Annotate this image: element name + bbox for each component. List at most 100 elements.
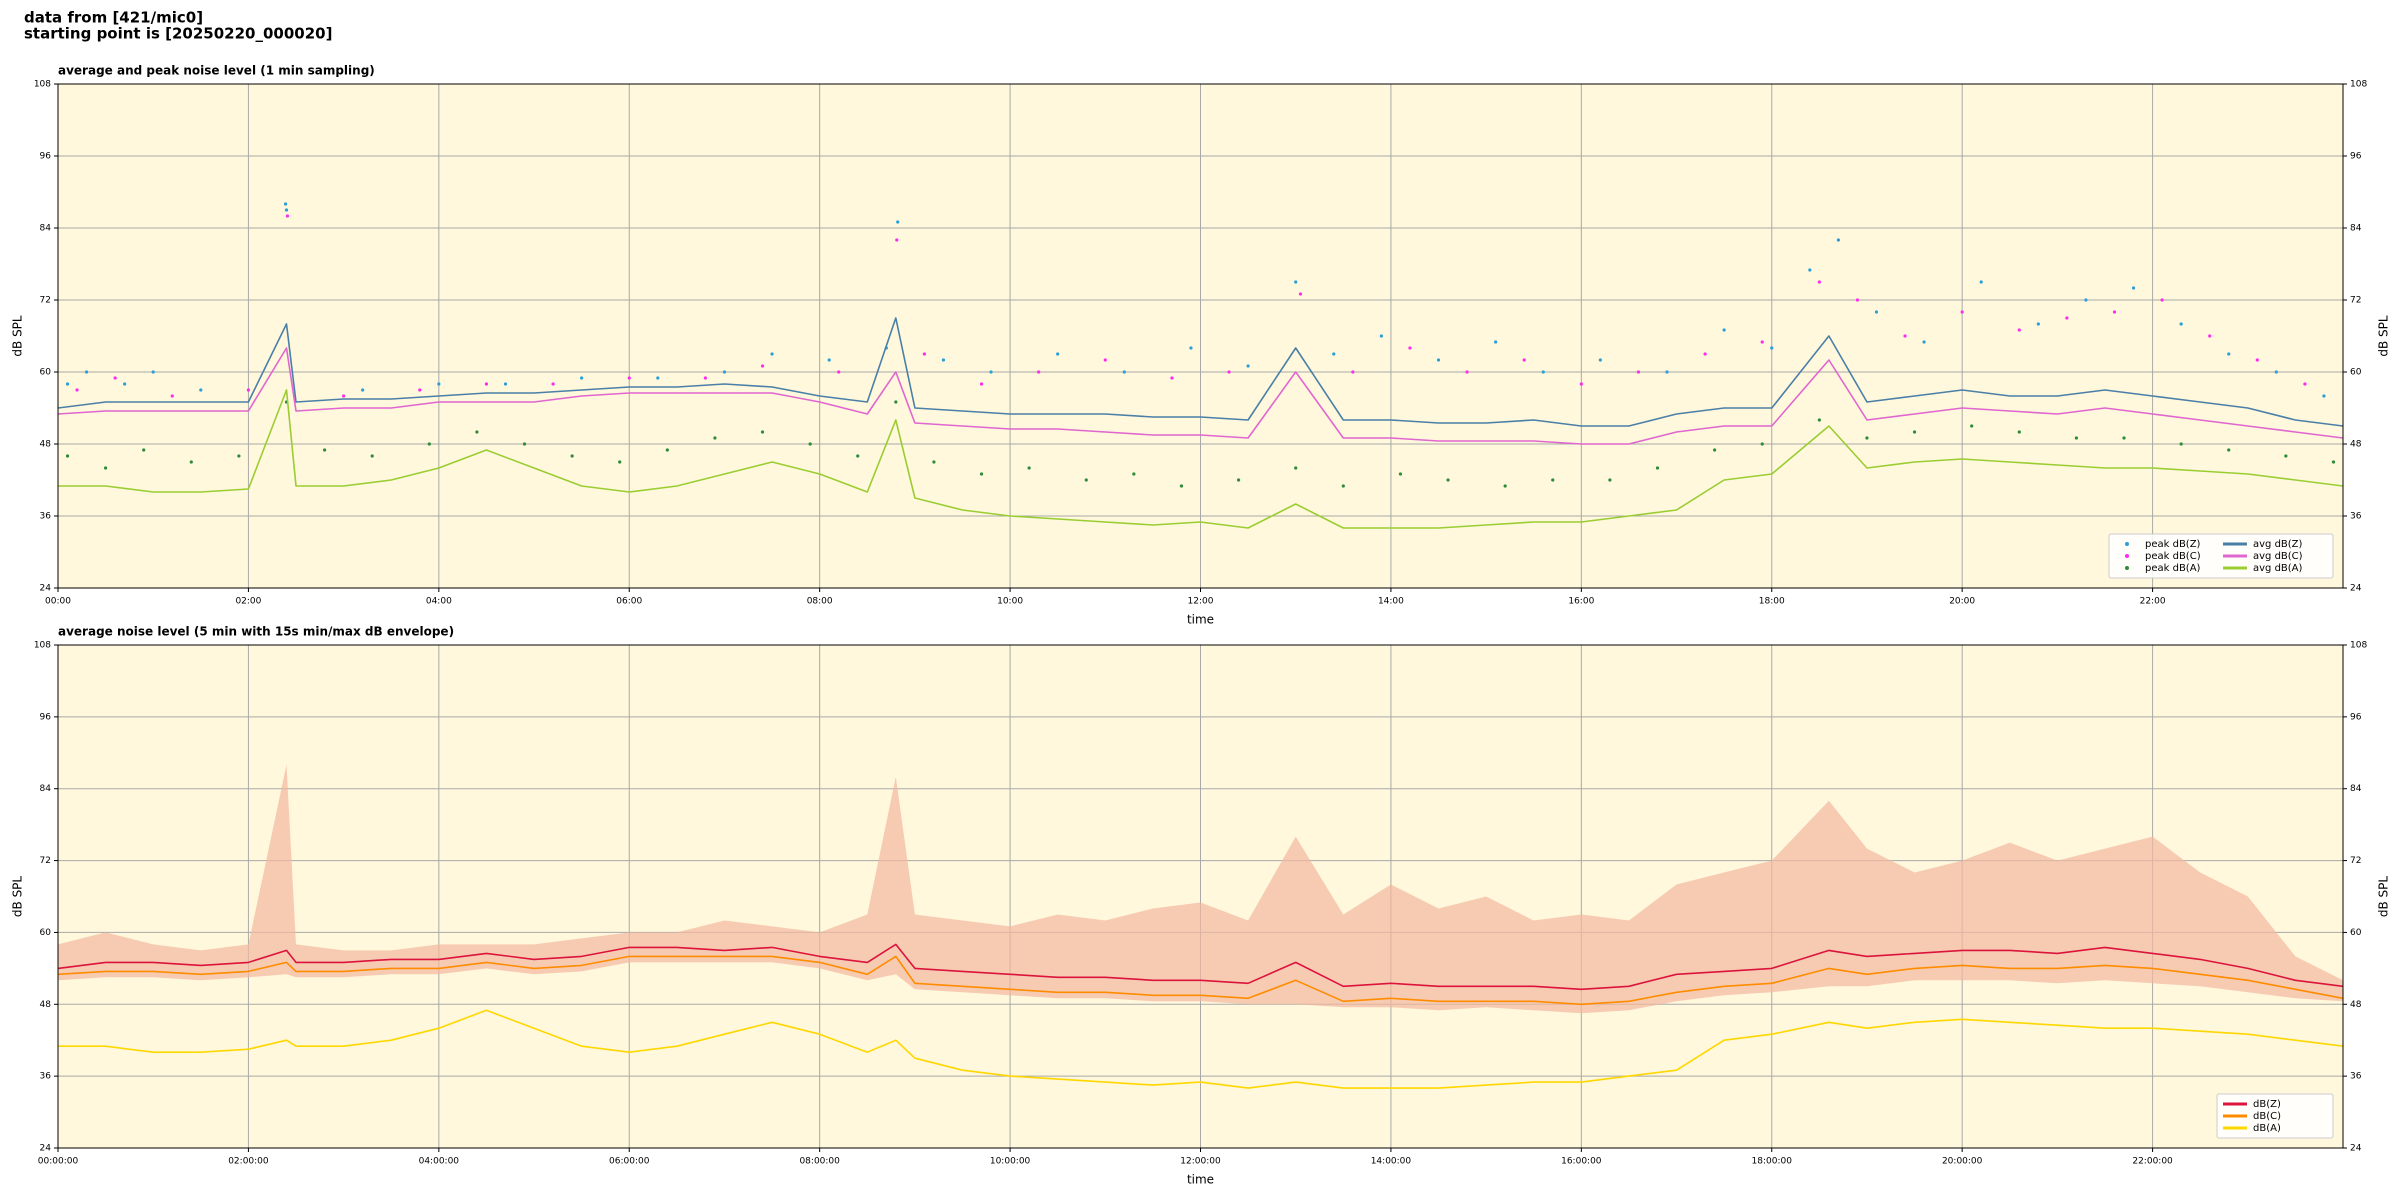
peak-point [1227,370,1231,374]
y-axis-label: dB SPL [11,876,25,918]
series-line [58,317,2343,427]
peak-point [2322,394,2326,398]
y2-tick-label: 108 [2350,641,2367,651]
y-tick-label: 72 [40,296,51,306]
peak-point [894,400,898,404]
y-tick-label: 96 [40,152,52,162]
peak-point [1446,478,1450,482]
y2-tick-label: 48 [2350,440,2362,450]
peak-point [113,376,117,380]
x-tick-label: 20:00 [1949,597,1975,607]
x-tick-label: 14:00 [1378,597,1404,607]
y2-tick-label: 24 [2350,1144,2362,1154]
peak-point [151,370,155,374]
peak-point [484,382,489,386]
legend: peak dB(Z)peak dB(C)peak dB(A)avg dB(Z)a… [2108,533,2334,579]
peak-point [1551,478,1555,482]
legend-label: dB(C) [2253,1111,2281,1122]
peak-point [142,448,146,452]
peak-point [2331,460,2336,464]
y-tick-label: 108 [34,80,51,90]
plot: average and peak noise level (1 min samp… [11,64,2391,627]
data-layer [58,764,2343,1089]
series-line [58,347,2343,445]
peak-point [1332,352,1336,356]
peak-point [1608,478,1612,482]
legend-label: peak dB(Z) [2145,539,2201,550]
x-tick-label: 04:00:00 [419,1157,460,1167]
x-tick-label: 16:00 [1568,597,1594,607]
x-tick-label: 14:00:00 [1371,1157,1412,1167]
x-tick-label: 04:00 [426,597,452,607]
peak-point [827,358,831,362]
peak-point [722,370,727,374]
x-tick-label: 00:00 [45,597,71,607]
peak-point [1541,370,1545,374]
y2-axis-label: dB SPL [2377,315,2391,357]
peak-point [770,352,774,356]
peak-point [1636,370,1641,374]
y-axis-label: dB SPL [11,315,25,357]
header-start: starting point is [20250220_000020] [24,25,332,43]
peak-point [1655,466,1660,470]
peak-point [922,352,926,356]
series-line [58,955,2343,1006]
peak-point [1132,472,1136,476]
peak-point [580,376,584,380]
series-line [58,389,2343,529]
envelope-area [58,764,2343,1014]
legend-label: avg dB(C) [2253,551,2303,562]
peak-point [1770,346,1774,350]
peak-point [1398,472,1403,476]
peak-point [1294,280,1298,284]
peak-point [618,460,622,464]
peak-point [84,370,89,374]
peak-point [418,388,422,392]
peak-point [285,214,290,218]
y-tick-label: 60 [40,928,52,938]
peak-point [246,388,251,392]
y2-tick-label: 84 [2350,784,2362,794]
peak-point [361,388,365,392]
peak-point [2065,316,2069,320]
legend-label: peak dB(A) [2145,563,2201,574]
peak-point [1598,358,1602,362]
peak-point [1027,466,1031,470]
peak-point [1855,298,1860,302]
y2-tick-label: 72 [2350,856,2361,866]
y-tick-label: 36 [40,1072,52,1082]
peak-point [1465,370,1469,374]
peak-point [2036,322,2040,326]
peak-point [2017,328,2021,332]
peak-point [65,454,70,458]
peak-point [370,454,374,458]
peak-point [199,388,203,392]
peak-point [75,388,79,392]
peak-point [2112,310,2117,314]
peak-point [1056,352,1060,356]
peak-point [1903,334,1907,338]
peak-point [123,382,127,386]
peak-point [1912,430,1917,434]
peak-point [503,382,508,386]
peak-point [2017,430,2021,434]
peak-point [760,430,765,434]
header-source: data from [421/mic0] [24,9,203,27]
x-axis-label: time [1187,1173,1214,1187]
peak-point [1341,484,1345,488]
legend-marker [2125,566,2129,570]
peak-point [2084,298,2088,302]
x-tick-label: 18:00:00 [1752,1157,1793,1167]
y2-tick-label: 36 [2350,512,2362,522]
peak-point [1084,478,1088,482]
peak-point [808,442,812,446]
plot-title: average and peak noise level (1 min samp… [58,64,375,78]
peak-point [665,448,669,452]
x-tick-label: 08:00 [807,597,833,607]
peak-point [237,454,241,458]
peak-point [322,448,327,452]
peak-point [713,436,717,440]
y2-tick-label: 108 [2350,80,2367,90]
peak-point [1298,292,1303,296]
